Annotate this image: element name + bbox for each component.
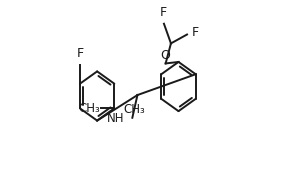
Text: F: F	[159, 6, 166, 19]
Text: CH₃: CH₃	[78, 102, 100, 115]
Text: CH₃: CH₃	[123, 103, 145, 116]
Text: NH: NH	[107, 112, 124, 125]
Text: F: F	[192, 26, 199, 39]
Text: F: F	[76, 47, 84, 60]
Text: O: O	[160, 49, 170, 62]
